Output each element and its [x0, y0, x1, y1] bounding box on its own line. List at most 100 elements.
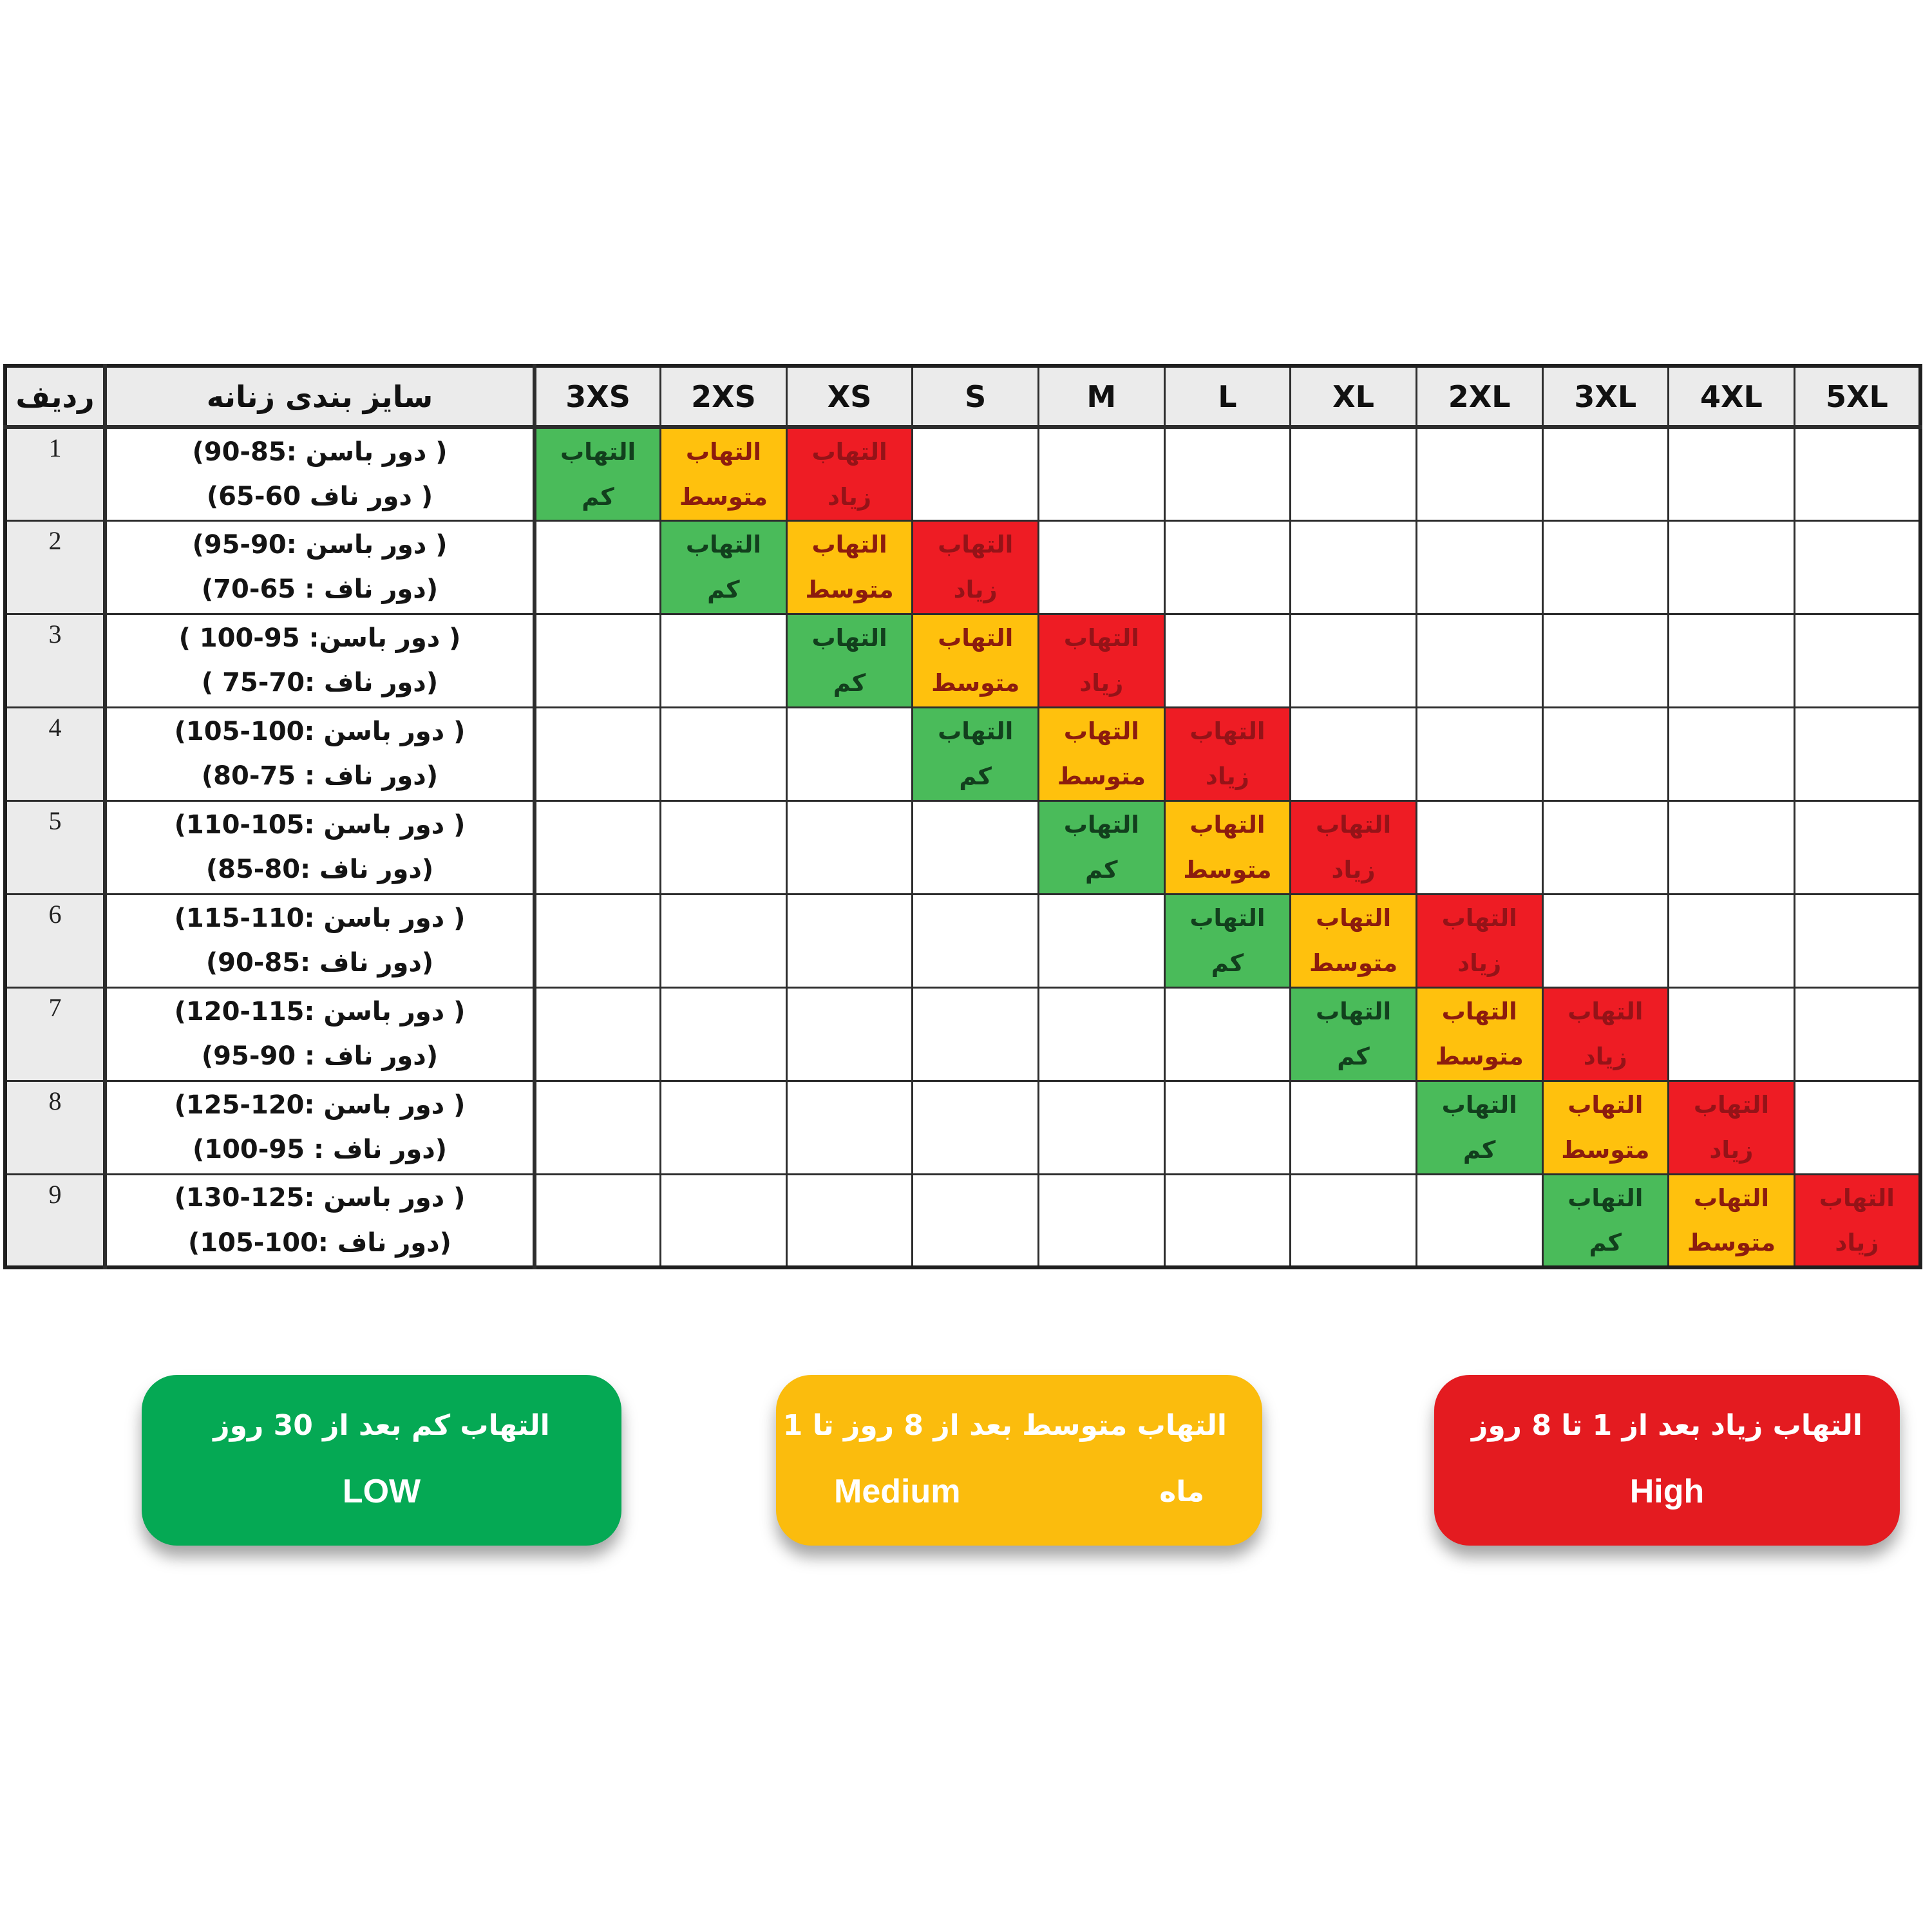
inflammation-label-line: التهاب — [1441, 1091, 1517, 1119]
cell-row9-xs-empty — [785, 1173, 914, 1269]
cell-row3-5xl-empty — [1793, 612, 1922, 708]
navel-circumference-text: (دور ناف :100-105) — [188, 1227, 451, 1258]
cell-row5-xs-empty — [785, 799, 914, 895]
cell-row5-4xl-empty — [1667, 799, 1795, 895]
inflammation-label-line: زیاد — [953, 575, 998, 603]
inflammation-label-line: التهاب — [1063, 624, 1139, 652]
cell-row3-s-medium: التهاب متوسط — [911, 612, 1039, 708]
cell-row6-xs-empty — [785, 893, 914, 989]
legend-high-english-label: High — [1629, 1473, 1705, 1511]
inflammation-label-line: کم — [1589, 1229, 1622, 1256]
inflammation-label-line: التهاب — [811, 438, 887, 466]
cell-row3-l-empty — [1163, 612, 1292, 708]
navel-circumference-text: (دور ناف :85-90) — [205, 948, 434, 978]
inflammation-label-line: التهاب — [1819, 1184, 1895, 1212]
row-measurements-5: ( دور باسن :105-110) (دور ناف :80-85) — [104, 799, 536, 895]
inflammation-label-line: کم — [1337, 1042, 1370, 1070]
inflammation-label-line: متوسط — [1183, 855, 1272, 884]
inflammation-label-line: التهاب — [1567, 1184, 1643, 1212]
cell-row7-s-empty — [911, 986, 1039, 1082]
navel-circumference-text: (دور ناف : 75-80) — [201, 761, 439, 791]
hip-circumference-text: ( دور باسن :110-115) — [174, 903, 466, 933]
cell-row5-l-medium: التهاب متوسط — [1163, 799, 1292, 895]
inflammation-label-line: کم — [1085, 855, 1118, 884]
cell-row4-l-high: التهاب زیاد — [1163, 706, 1292, 802]
table-row-1: 1 ( دور باسن :85-90) ( دور ناف 60-65) التها… — [4, 426, 1922, 522]
table-row-3: 3 ( دور باسن: 95-100 ) (دور ناف :70-75 ) ال… — [4, 612, 1922, 708]
table-row-8: 8 ( دور باسن :120-125) (دور ناف : 95-100) ا… — [4, 1079, 1922, 1175]
table-row-2: 2 ( دور باسن :90-95) (دور ناف : 65-70) الته… — [4, 519, 1922, 615]
navel-circumference-text: (دور ناف : 90-95) — [201, 1041, 439, 1072]
cell-row5-2xs-empty — [659, 799, 788, 895]
inflammation-label-line: زیاد — [1709, 1135, 1754, 1164]
legend-medium-box: التهاب متوسط بعد از 8 روز تا 1 Medium ما… — [776, 1375, 1262, 1546]
table-row-4: 4 ( دور باسن :100-105) (دور ناف : 75-80) ال… — [4, 706, 1922, 802]
cell-row9-s-empty — [911, 1173, 1039, 1269]
inflammation-label-line: کم — [959, 762, 992, 790]
cell-row3-xl-empty — [1289, 612, 1417, 708]
inflammation-label-line: زیاد — [1583, 1042, 1627, 1070]
cell-row4-5xl-empty — [1793, 706, 1922, 802]
row-number-2: 2 — [4, 519, 107, 615]
legend-low-persian-text: التهاب کم بعد از 30 روز — [213, 1408, 550, 1442]
size-header-5xl: 5XL — [1793, 365, 1922, 429]
cell-row2-3xl-empty — [1541, 519, 1670, 615]
row-number-1: 1 — [4, 426, 107, 522]
table-row-5: 5 ( دور باسن :105-110) (دور ناف :80-85) الت… — [4, 799, 1922, 895]
inflammation-label-line: کم — [1211, 949, 1244, 977]
inflammation-label-line: التهاب — [1441, 998, 1517, 1026]
cell-row2-s-high: التهاب زیاد — [911, 519, 1039, 615]
cell-row9-3xs-empty — [533, 1173, 662, 1269]
hip-circumference-text: ( دور باسن :85-90) — [192, 437, 448, 467]
cell-row8-l-empty — [1163, 1079, 1292, 1175]
inflammation-label-line: کم — [707, 575, 740, 603]
cell-row4-3xl-empty — [1541, 706, 1670, 802]
inflammation-label-line: متوسط — [1561, 1135, 1650, 1164]
cell-row4-2xl-empty — [1415, 706, 1544, 802]
cell-row5-s-empty — [911, 799, 1039, 895]
size-header-s: S — [911, 365, 1039, 429]
row-measurements-1: ( دور باسن :85-90) ( دور ناف 60-65) — [104, 426, 536, 522]
row-number-5: 5 — [4, 799, 107, 895]
cell-row2-xs-medium: التهاب متوسط — [785, 519, 914, 615]
cell-row6-xl-medium: التهاب متوسط — [1289, 893, 1417, 989]
cell-row8-m-empty — [1037, 1079, 1166, 1175]
hip-circumference-text: ( دور باسن :90-95) — [192, 529, 448, 560]
row-measurements-4: ( دور باسن :100-105) (دور ناف : 75-80) — [104, 706, 536, 802]
legend-low-box: التهاب کم بعد از 30 روز LOW — [142, 1375, 621, 1546]
cell-row7-3xl-high: التهاب زیاد — [1541, 986, 1670, 1082]
inflammation-label-line: التهاب — [685, 531, 762, 559]
cell-row3-3xl-empty — [1541, 612, 1670, 708]
inflammation-label-line: التهاب — [1315, 998, 1392, 1026]
cell-row9-3xl-low: التهاب کم — [1541, 1173, 1670, 1269]
cell-row9-2xs-empty — [659, 1173, 788, 1269]
cell-row4-xl-empty — [1289, 706, 1417, 802]
cell-row7-l-empty — [1163, 986, 1292, 1082]
cell-row8-xs-empty — [785, 1079, 914, 1175]
cell-row2-3xs-empty — [533, 519, 662, 615]
cell-row8-xl-empty — [1289, 1079, 1417, 1175]
size-header-xl: XL — [1289, 365, 1417, 429]
row-number-8: 8 — [4, 1079, 107, 1175]
cell-row5-3xl-empty — [1541, 799, 1670, 895]
row-measurements-9: ( دور باسن :125-130) (دور ناف :100-105) — [104, 1173, 536, 1269]
cell-row3-2xs-empty — [659, 612, 788, 708]
inflammation-label-line: التهاب — [938, 624, 1014, 652]
cell-row9-m-empty — [1037, 1173, 1166, 1269]
cell-row8-4xl-high: التهاب زیاد — [1667, 1079, 1795, 1175]
row-measurements-6: ( دور باسن :110-115) (دور ناف :85-90) — [104, 893, 536, 989]
legend-high-row2: High — [1470, 1472, 1864, 1511]
cell-row7-2xl-medium: التهاب متوسط — [1415, 986, 1544, 1082]
inflammation-label-line: التهاب — [685, 438, 762, 466]
cell-row6-2xl-high: التهاب زیاد — [1415, 893, 1544, 989]
inflammation-label-line: التهاب — [560, 438, 636, 466]
size-header-4xl: 4XL — [1667, 365, 1795, 429]
cell-row6-3xs-empty — [533, 893, 662, 989]
cell-row1-l-empty — [1163, 426, 1292, 522]
cell-row1-xs-high: التهاب زیاد — [785, 426, 914, 522]
row-number-7: 7 — [4, 986, 107, 1082]
inflammation-label-line: کم — [1463, 1135, 1496, 1164]
cell-row3-2xl-empty — [1415, 612, 1544, 708]
row-measurements-7: ( دور باسن :115-120) (دور ناف : 90-95) — [104, 986, 536, 1082]
inflammation-label-line: متوسط — [1687, 1229, 1776, 1256]
